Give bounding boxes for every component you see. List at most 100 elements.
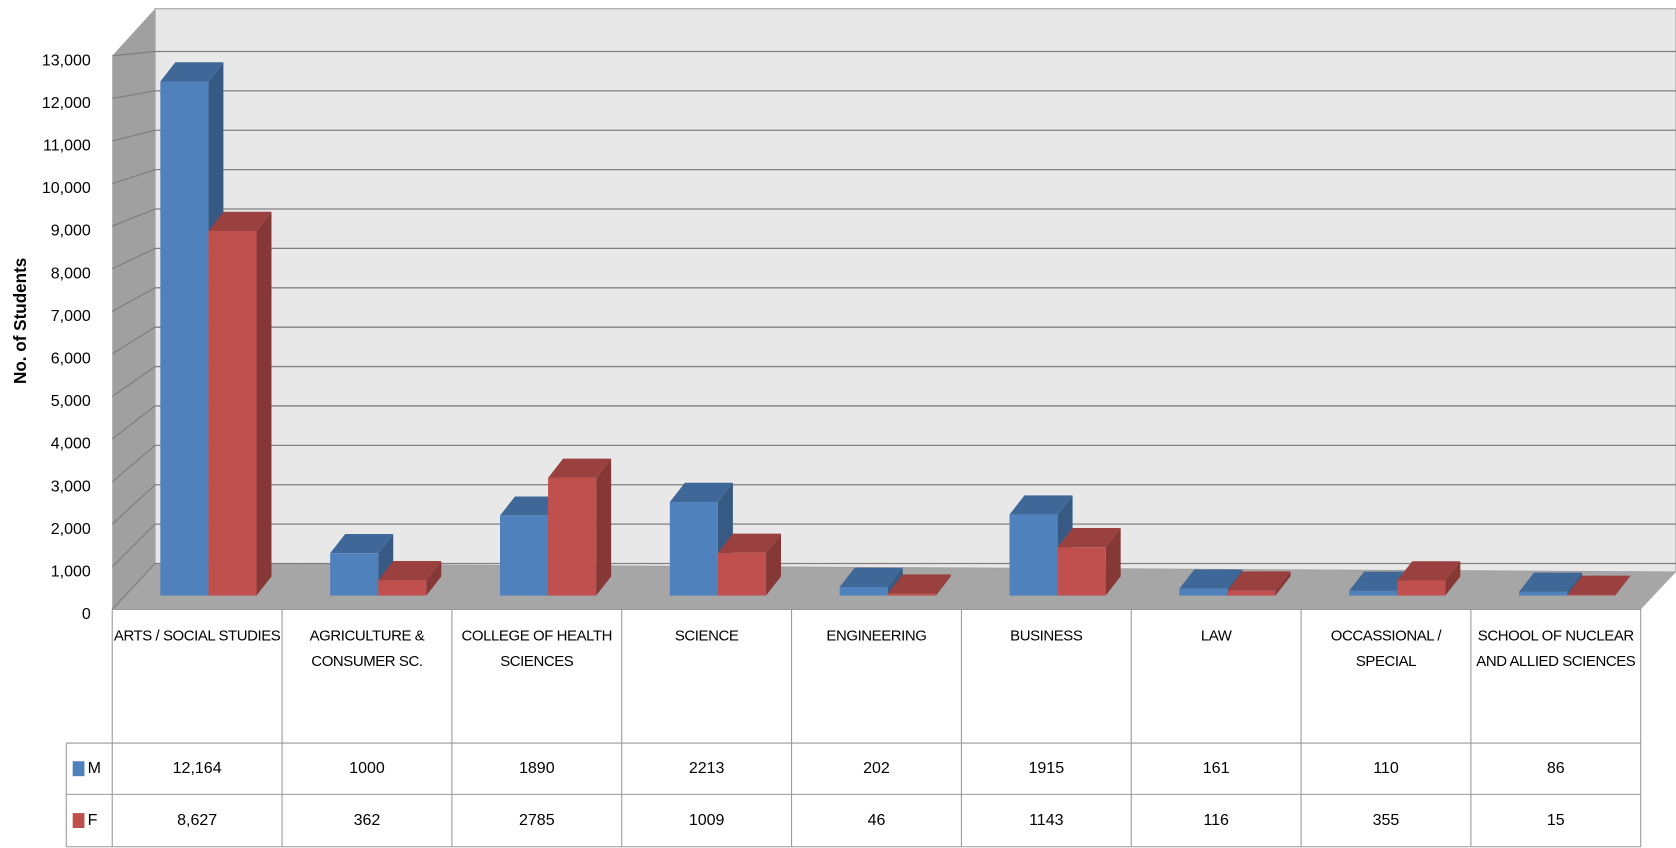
value-label: 12,164 (173, 759, 222, 777)
category-cell: ARTS / SOCIAL STUDIES (114, 627, 281, 644)
bar (330, 553, 379, 596)
grid-line (112, 129, 1676, 142)
y-tick-label: 10,000 (42, 179, 91, 197)
bar-top (548, 458, 612, 478)
bar-side (766, 533, 781, 596)
category-cell: SCIENCE (674, 626, 739, 644)
grid-line (111, 247, 1676, 270)
x-tick-label: OCCASSIONAL / SPECIAL (1330, 626, 1442, 670)
bar-side (1275, 571, 1291, 596)
grid-line (111, 208, 1676, 227)
grid-line (112, 50, 1676, 57)
bar (717, 552, 767, 596)
y-tick-label: 3,000 (51, 477, 91, 495)
bar-top (1227, 571, 1291, 591)
legend-label: F (88, 811, 98, 829)
bar-side (1615, 575, 1631, 596)
bar-top (330, 534, 394, 554)
bar (1349, 590, 1398, 596)
y-tick-label: 0 (82, 605, 91, 623)
value-label: 1009 (689, 811, 725, 829)
bar (499, 515, 549, 596)
grid-line (111, 287, 1676, 312)
grid-line (112, 169, 1676, 185)
bar-side (1105, 528, 1121, 596)
legend-key (72, 813, 85, 829)
bar-top (1518, 572, 1583, 592)
y-tick-label: 8,000 (51, 264, 91, 282)
grid-line (111, 484, 1676, 525)
value-label: 1890 (519, 759, 555, 777)
value-label: 15 (1547, 811, 1565, 829)
category-cell: AGRICULTURE & CONSUMER SC. (309, 626, 425, 670)
category-cell: SCHOOL OF NUCLEAR AND ALLIED SCIENCES (1476, 626, 1636, 670)
value-label: 362 (354, 811, 381, 829)
side-wall (112, 8, 155, 610)
back-wall (154, 8, 1676, 573)
value-label: 355 (1373, 811, 1400, 829)
x-tick-label: AGRICULTURE & CONSUMER SC. (309, 626, 425, 670)
bar-top (1349, 571, 1413, 591)
y-tick-label: 5,000 (51, 392, 91, 410)
bar-top (1179, 569, 1243, 589)
bar (1009, 514, 1058, 596)
x-tick-label: SCHOOL OF NUCLEAR AND ALLIED SCIENCES (1476, 626, 1636, 670)
bar-top (1567, 575, 1631, 595)
value-label: 2213 (689, 759, 725, 777)
legend-label: M (88, 759, 101, 777)
value-label: 202 (863, 759, 890, 777)
grid-line (111, 365, 1676, 398)
bar (1397, 580, 1446, 596)
bar-side (1567, 572, 1583, 596)
category-cell: BUSINESS (1010, 626, 1083, 644)
x-tick-label: SCIENCE (674, 626, 739, 644)
category-cell: ENGINEERING (826, 626, 927, 644)
y-tick-label: 1,000 (51, 562, 91, 580)
bar (1567, 594, 1616, 596)
value-label: 1143 (1029, 811, 1064, 829)
bar (208, 230, 257, 596)
bar-top (208, 211, 272, 231)
x-tick-label: BUSINESS (1010, 626, 1083, 644)
y-tick-label: 6,000 (51, 349, 91, 367)
category-cell: LAW (1201, 627, 1232, 644)
bar (839, 587, 888, 596)
value-label: 2785 (519, 811, 555, 829)
category-cell: OCCASSIONAL / SPECIAL (1330, 626, 1442, 670)
bar (887, 593, 936, 596)
bar-top (1397, 561, 1461, 581)
y-tick-label: 9,000 (51, 222, 91, 240)
grid-line (111, 326, 1676, 355)
bar-side (1445, 561, 1461, 596)
bar-top (839, 567, 903, 588)
bar-side (935, 574, 951, 596)
y-tick-label: 7,000 (51, 307, 91, 325)
bar-top (669, 482, 733, 503)
value-label: 8,627 (177, 811, 217, 829)
grid-line (111, 405, 1676, 440)
y-axis-label: No. of Students (11, 258, 30, 384)
bar-side (596, 458, 612, 596)
bar-side (256, 211, 272, 596)
bar-top (1009, 495, 1073, 515)
category-cell: COLLEGE OF HEALTH SCIENCES (461, 626, 613, 670)
bar-top (499, 496, 564, 516)
bar (1227, 590, 1276, 596)
bar (378, 580, 427, 596)
bar (160, 81, 209, 596)
value-label: 116 (1203, 811, 1229, 829)
x-tick-label: COLLEGE OF HEALTH SCIENCES (461, 626, 613, 670)
value-label: 86 (1547, 759, 1565, 777)
y-tick-label: 4,000 (51, 435, 91, 453)
bar-top (160, 62, 224, 82)
bar-top (717, 533, 781, 553)
bar (548, 477, 597, 596)
grid-line (111, 523, 1676, 568)
bar-top (1057, 528, 1121, 548)
bar-top (887, 574, 951, 594)
y-tick-label: 11,000 (43, 137, 91, 155)
value-label: 161 (1203, 759, 1230, 777)
x-tick-label: ENGINEERING (826, 626, 927, 644)
value-label: 1915 (1028, 759, 1064, 777)
